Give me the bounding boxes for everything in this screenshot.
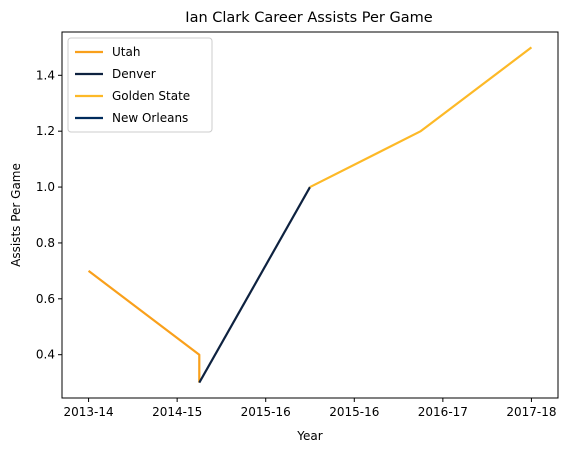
- x-tick-label: 2015-16: [329, 405, 379, 419]
- legend: Utah Denver Golden State New Orleans: [67, 37, 213, 133]
- series-line-2: [309, 46, 533, 189]
- y-tick-label: 1.2: [36, 124, 55, 138]
- y-tick-label: 0.6: [36, 292, 55, 306]
- y-tick-label: 1.0: [36, 180, 55, 194]
- legend-label: Denver: [112, 67, 156, 81]
- legend-box: [67, 37, 213, 133]
- series-line-0: [87, 270, 201, 383]
- x-tick-label: 2017-18: [506, 405, 556, 419]
- x-tick-label: 2013-14: [64, 405, 114, 419]
- legend-label: New Orleans: [112, 111, 188, 125]
- y-axis-label: Assists Per Game: [9, 163, 23, 267]
- x-tick-label: 2015-16: [241, 405, 291, 419]
- x-tick-label: 2016-17: [418, 405, 468, 419]
- x-axis-label: Year: [296, 429, 322, 443]
- chart-title: Ian Clark Career Assists Per Game: [185, 10, 432, 26]
- y-tick-label: 0.4: [36, 348, 55, 362]
- legend-label: Utah: [112, 45, 140, 59]
- series-line-1: [198, 186, 311, 384]
- legend-label: Golden State: [112, 89, 190, 103]
- plot-frame: [61, 31, 559, 399]
- x-tick-label: 2014-15: [152, 405, 202, 419]
- y-tick-label: 0.8: [36, 236, 55, 250]
- y-tick-label: 1.4: [36, 68, 55, 82]
